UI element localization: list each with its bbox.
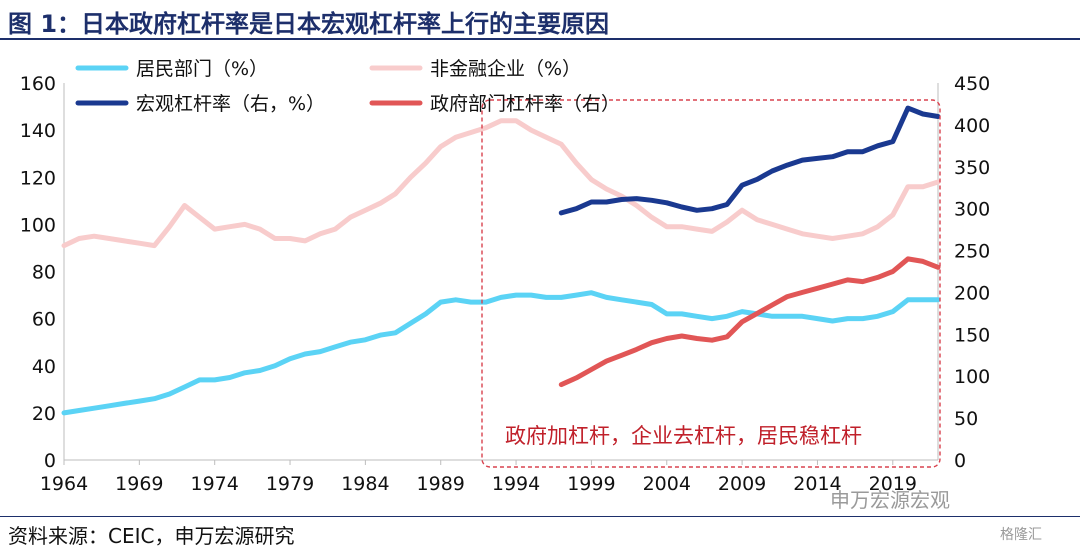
y-left-axis: 0 20 40 60 80 100 120 140 160 [20, 73, 56, 472]
series-line-2 [61, 118, 941, 249]
y-left-tick-label: 140 [20, 120, 56, 142]
legend-label-4: 政府部门杠杆率（右） [430, 93, 620, 115]
x-tick-label: 1994 [492, 473, 540, 495]
y-left-tick-label: 60 [32, 309, 56, 331]
series-line-4 [558, 256, 941, 388]
source-note: 资料来源：CEIC，申万宏源研究 [8, 524, 295, 548]
watermark: 申万宏源宏观 [830, 488, 950, 512]
y-left-tick-label: 80 [32, 262, 56, 284]
watermark-logo-text: 格隆汇 [1000, 527, 1042, 543]
figure-title: 图 1：日本政府杠杆率是日本宏观杠杆率上行的主要原因 [8, 10, 610, 38]
y-left-tick-label: 0 [44, 450, 56, 472]
x-tick-label: 1964 [40, 473, 88, 495]
annotation-box [481, 99, 941, 468]
x-tick-label: 1984 [341, 473, 389, 495]
y-right-tick-label: 350 [954, 157, 990, 179]
x-tick-label: 2004 [643, 473, 691, 495]
legend-label-2: 非金融企业（%） [430, 58, 581, 80]
series-line-1 [61, 290, 941, 416]
y-left-tick-label: 100 [20, 214, 56, 236]
y-left-tick-label: 160 [20, 73, 56, 95]
y-right-tick-label: 150 [954, 324, 990, 346]
y-right-tick-label: 400 [954, 115, 990, 137]
y-left-tick-label: 20 [32, 403, 56, 425]
x-tick-label: 2014 [793, 473, 841, 495]
x-tick-label: 1974 [191, 473, 239, 495]
y-right-tick-label: 200 [954, 282, 990, 304]
y-right-tick-label: 50 [954, 408, 978, 430]
x-tick-label: 1969 [115, 473, 163, 495]
y-right-tick-label: 300 [954, 199, 990, 221]
series-line-3 [558, 105, 941, 216]
x-tick-label: 1979 [266, 473, 314, 495]
x-tick-label: 1989 [417, 473, 465, 495]
y-right-tick-label: 450 [954, 73, 990, 95]
y-right-tick-label: 250 [954, 241, 990, 263]
x-tick-label: 1999 [567, 473, 615, 495]
title-divider [0, 38, 1080, 40]
footer-divider [0, 516, 1080, 517]
y-left-tick-label: 40 [32, 356, 56, 378]
x-tick-label: 2009 [718, 473, 766, 495]
line-chart: 0 20 40 60 80 100 120 140 160 0 50 100 150 200 250 300… [20, 58, 991, 495]
y-right-tick-label: 0 [954, 450, 966, 472]
x-axis: 1964 1969 1974 1979 1984 1989 1994 1999 2004 2009… [40, 460, 917, 495]
y-left-tick-label: 120 [20, 167, 56, 189]
x-tick-label: 2019 [869, 473, 917, 495]
legend-label-1: 居民部门（%） [136, 58, 268, 80]
annotation-text: 政府加杠杆，企业去杠杆，居民稳杠杆 [505, 424, 862, 448]
legend: 居民部门（%） 非金融企业（%） 宏观杠杆率（右，%） 政府部门杠杆率（右） [75, 58, 620, 115]
y-right-tick-label: 100 [954, 366, 990, 388]
y-right-axis: 0 50 100 150 200 250 300 350 400 450 [954, 73, 990, 472]
legend-label-3: 宏观杠杆率（右，%） [136, 93, 325, 115]
